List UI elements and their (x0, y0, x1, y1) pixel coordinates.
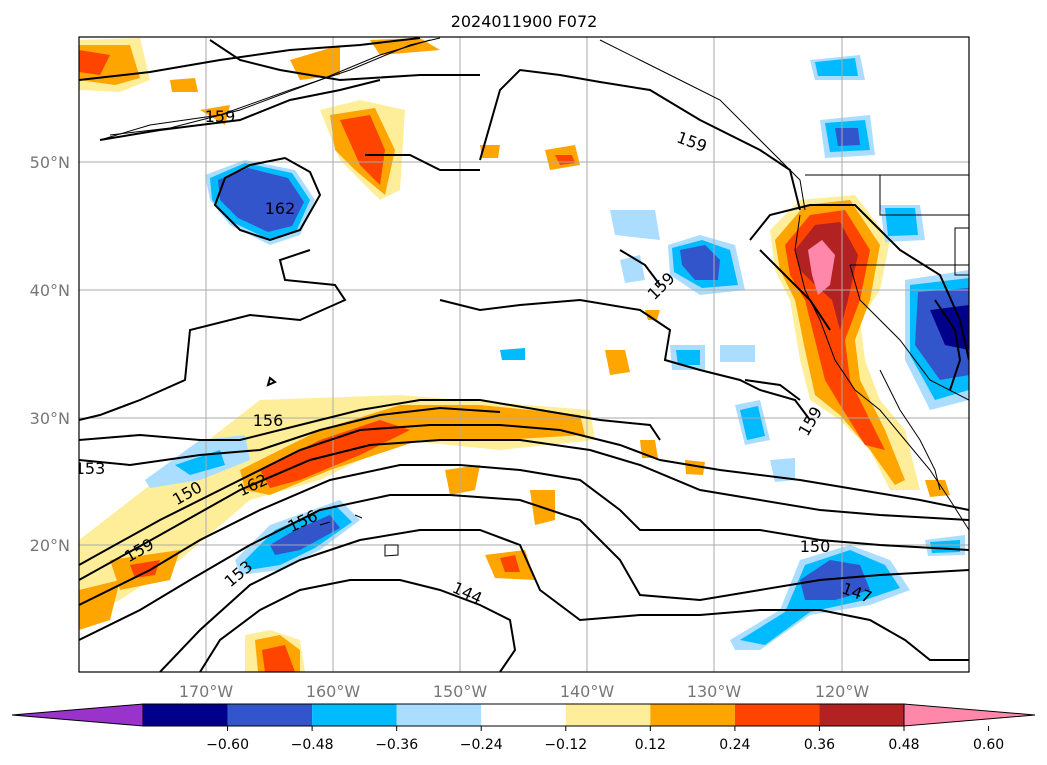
colorbar-swatch (734, 704, 820, 726)
positive-anomaly-shading (79, 38, 950, 672)
longitude-labels: 170°W 160°W 150°W 140°W 130°W 120°W (179, 682, 870, 701)
contour-label: 159 (205, 107, 236, 126)
graticule (79, 37, 969, 672)
colorbar-extend-low (11, 703, 144, 727)
lon-label: 170°W (179, 682, 234, 701)
colorbar: −0.60 −0.48 −0.36 −0.24 −0.12 0.12 0.24 0.36 0.4… (11, 703, 1036, 753)
colorbar-swatch (227, 704, 313, 726)
colorbar-swatch (565, 704, 651, 726)
lat-label: 40°N (30, 281, 70, 300)
contour-label: 153 (75, 459, 106, 478)
colorbar-frame (142, 703, 905, 727)
colorbar-tick-label: 0.60 (973, 737, 1004, 753)
lon-label: 140°W (560, 682, 615, 701)
lon-label: 120°W (815, 682, 870, 701)
colorbar-tick-label: −0.60 (206, 737, 249, 753)
colorbar-tick-label: 0.36 (804, 737, 835, 753)
lat-label: 30°N (30, 409, 70, 428)
height-contours (79, 37, 969, 672)
colorbar-swatch (650, 704, 735, 726)
colorbar-tick-label: −0.24 (460, 737, 503, 753)
colorbar-tick-label: −0.36 (375, 737, 418, 753)
negative-anomaly-shading (145, 55, 969, 650)
colorbar-swatch (396, 704, 482, 726)
colorbar-tick-label: 0.24 (719, 737, 750, 753)
lon-label: 150°W (433, 682, 488, 701)
colorbar-tick-label: 0.12 (635, 737, 666, 753)
colorbar-tick-label: −0.48 (291, 737, 334, 753)
lon-label: 130°W (687, 682, 742, 701)
plot-frame (78, 36, 970, 673)
lat-label: 50°N (30, 153, 70, 172)
colorbar-tick-label: 0.48 (888, 737, 919, 753)
lat-label: 20°N (30, 536, 70, 555)
contour-label: 156 (253, 411, 284, 430)
contour-label: 150 (800, 537, 831, 556)
colorbar-swatch (481, 704, 566, 726)
colorbar-swatch (819, 704, 904, 726)
plot-area: 159 162 159 159 156 153 150 162 156 159 … (75, 37, 969, 672)
lon-label: 160°W (306, 682, 361, 701)
colorbar-extend-high (903, 703, 1036, 727)
contour-label: 162 (265, 199, 296, 218)
colorbar-tick-label: −0.12 (544, 737, 587, 753)
map-title: 2024011900 F072 (451, 12, 598, 31)
colorbar-swatch (143, 704, 228, 726)
colorbar-swatch (312, 704, 397, 726)
latitude-labels: 50°N 40°N 30°N 20°N (30, 153, 70, 555)
